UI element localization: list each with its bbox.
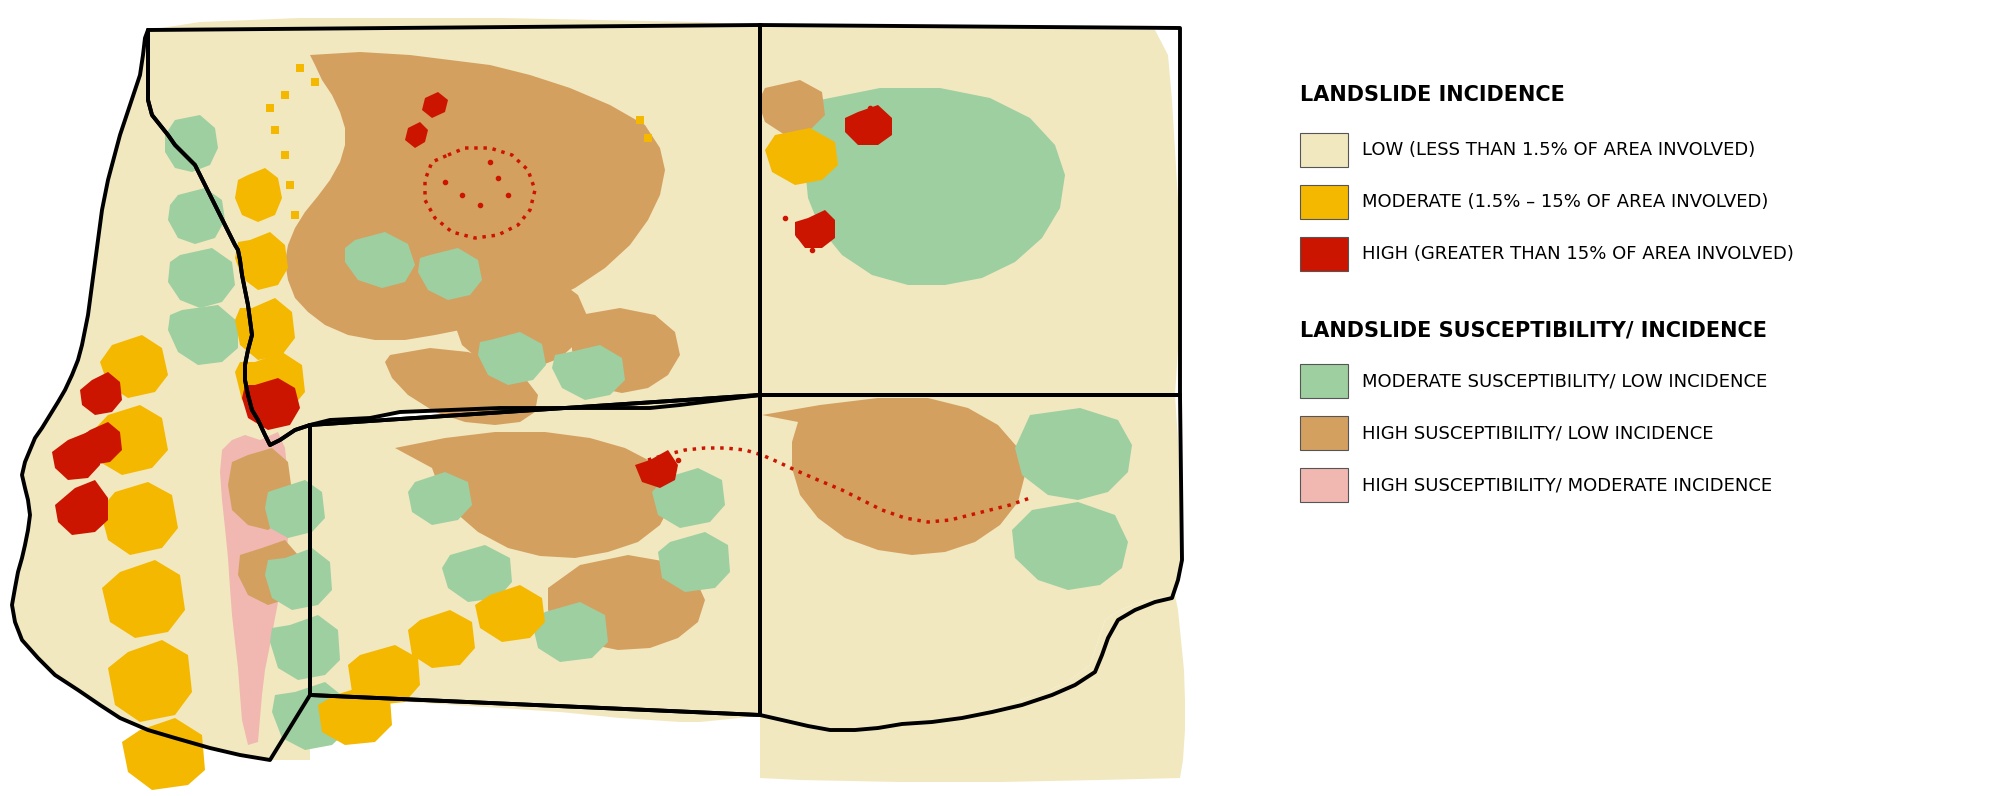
Polygon shape — [548, 555, 704, 650]
Polygon shape — [758, 80, 826, 135]
Polygon shape — [80, 372, 122, 415]
FancyBboxPatch shape — [1300, 468, 1348, 502]
FancyBboxPatch shape — [1300, 237, 1348, 271]
Polygon shape — [286, 52, 664, 340]
Polygon shape — [272, 682, 348, 750]
Polygon shape — [236, 352, 304, 415]
Polygon shape — [346, 232, 416, 288]
Polygon shape — [636, 450, 678, 488]
Polygon shape — [108, 640, 192, 722]
Polygon shape — [168, 248, 236, 308]
Polygon shape — [236, 298, 296, 360]
Polygon shape — [442, 545, 512, 602]
Polygon shape — [796, 210, 836, 248]
Text: MODERATE (1.5% – 15% OF AREA INVOLVED): MODERATE (1.5% – 15% OF AREA INVOLVED) — [1362, 193, 1768, 211]
Text: HIGH SUSCEPTIBILITY/ LOW INCIDENCE: HIGH SUSCEPTIBILITY/ LOW INCIDENCE — [1362, 424, 1714, 442]
Polygon shape — [236, 232, 288, 290]
Polygon shape — [804, 88, 1064, 285]
FancyBboxPatch shape — [1300, 364, 1348, 398]
Polygon shape — [418, 248, 482, 300]
FancyBboxPatch shape — [1300, 133, 1348, 167]
Polygon shape — [52, 432, 100, 480]
Polygon shape — [762, 398, 1024, 555]
Polygon shape — [422, 92, 448, 118]
Polygon shape — [238, 540, 300, 605]
Text: LOW (LESS THAN 1.5% OF AREA INVOLVED): LOW (LESS THAN 1.5% OF AREA INVOLVED) — [1362, 141, 1756, 159]
Polygon shape — [164, 115, 218, 172]
Polygon shape — [760, 25, 1180, 395]
Polygon shape — [264, 548, 332, 610]
Polygon shape — [1012, 502, 1128, 590]
Polygon shape — [100, 335, 168, 398]
Polygon shape — [12, 30, 310, 760]
Text: HIGH SUSCEPTIBILITY/ MODERATE INCIDENCE: HIGH SUSCEPTIBILITY/ MODERATE INCIDENCE — [1362, 476, 1772, 494]
Polygon shape — [220, 432, 290, 745]
Polygon shape — [102, 560, 184, 638]
Polygon shape — [532, 602, 608, 662]
Polygon shape — [764, 128, 838, 185]
Polygon shape — [408, 610, 476, 668]
Polygon shape — [122, 718, 206, 790]
Polygon shape — [76, 422, 122, 465]
Polygon shape — [100, 482, 178, 555]
Polygon shape — [396, 432, 672, 558]
Polygon shape — [476, 585, 544, 642]
FancyBboxPatch shape — [1300, 416, 1348, 450]
Text: MODERATE SUSCEPTIBILITY/ LOW INCIDENCE: MODERATE SUSCEPTIBILITY/ LOW INCIDENCE — [1362, 372, 1768, 390]
Polygon shape — [552, 345, 624, 400]
Polygon shape — [408, 472, 472, 525]
Polygon shape — [310, 395, 760, 722]
Polygon shape — [572, 308, 680, 393]
Polygon shape — [318, 685, 392, 745]
Polygon shape — [652, 468, 724, 528]
Polygon shape — [264, 480, 324, 538]
Polygon shape — [760, 395, 1182, 732]
Polygon shape — [236, 168, 282, 222]
Polygon shape — [404, 122, 428, 148]
Polygon shape — [384, 348, 538, 425]
Polygon shape — [56, 480, 108, 535]
Polygon shape — [658, 532, 730, 592]
FancyBboxPatch shape — [1300, 185, 1348, 219]
Polygon shape — [456, 270, 588, 370]
Polygon shape — [228, 448, 292, 530]
Polygon shape — [1016, 408, 1132, 500]
Text: LANDSLIDE INCIDENCE: LANDSLIDE INCIDENCE — [1300, 85, 1564, 105]
Polygon shape — [168, 305, 238, 365]
Polygon shape — [478, 332, 546, 385]
Polygon shape — [242, 378, 300, 430]
Polygon shape — [270, 615, 340, 680]
Polygon shape — [92, 405, 168, 475]
Text: HIGH (GREATER THAN 15% OF AREA INVOLVED): HIGH (GREATER THAN 15% OF AREA INVOLVED) — [1362, 245, 1794, 263]
Polygon shape — [348, 645, 420, 705]
Polygon shape — [148, 18, 760, 445]
Polygon shape — [760, 595, 1184, 782]
Polygon shape — [844, 105, 892, 145]
Polygon shape — [168, 188, 224, 244]
Text: LANDSLIDE SUSCEPTIBILITY/ INCIDENCE: LANDSLIDE SUSCEPTIBILITY/ INCIDENCE — [1300, 321, 1768, 341]
